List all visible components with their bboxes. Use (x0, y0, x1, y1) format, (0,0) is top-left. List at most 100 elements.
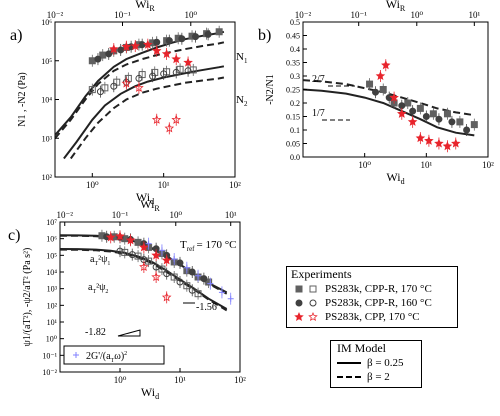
n2-label: N2 (236, 94, 248, 108)
x-tick-label: 10² (234, 375, 246, 385)
n1-label: N1 (236, 51, 248, 65)
data-point (184, 67, 192, 75)
square-marker-icon (295, 285, 317, 293)
y-tick-label: 0.15 (286, 113, 300, 122)
slope-1-label: -1.56 (196, 302, 217, 313)
data-point (189, 66, 197, 74)
data-point (152, 263, 160, 271)
x2-tick-label: 10⁻² (57, 210, 74, 220)
data-point (161, 255, 172, 265)
legend-marker-open (308, 312, 318, 322)
x2-tick-label: 10¹ (225, 210, 237, 220)
x2-tick-label: 10⁰ (184, 10, 197, 20)
slope-2-label: -1.82 (85, 327, 106, 338)
plot-area (55, 25, 225, 160)
x-axis-label-sub: d (155, 392, 159, 401)
x2-tick-label: 10⁻¹ (114, 10, 131, 20)
model-curve (55, 41, 225, 139)
legend-marker-open (309, 299, 317, 307)
data-point (109, 44, 119, 54)
data-point (130, 40, 141, 51)
x-tick-label: 10² (482, 160, 494, 170)
data-point (397, 108, 407, 118)
data-point (149, 72, 157, 80)
data-point (204, 30, 212, 38)
x-tick-label: 10⁰ (114, 375, 127, 385)
experiments-legend-label: PS283k, CPP-R, 160 °C (325, 297, 432, 309)
psi2-label: aT²ψ2 (88, 282, 108, 295)
data-point (188, 268, 196, 276)
plot-frame (59, 221, 241, 373)
data-point (151, 68, 159, 76)
slope-2-mark (117, 329, 141, 337)
data-point (164, 123, 175, 133)
data-point (416, 104, 424, 112)
data-point (88, 57, 96, 65)
model-legend: IM Model β = 0.25 β = 2 (330, 340, 422, 388)
y-axis-label: -N2/N1 (265, 74, 276, 105)
data-point (151, 45, 162, 55)
data-point (178, 35, 186, 43)
experiments-legend-label: PS283k, CPP, 170 °C (325, 311, 420, 323)
x2-axis-label: WiR (135, 0, 155, 13)
x-tick-label: 10¹ (420, 160, 432, 170)
x2-axis-label: WiR (140, 197, 160, 213)
x2-axis-label-sub: R (400, 4, 406, 13)
y-tick-label: 10³ (47, 285, 58, 294)
y-tick-label: 10¹ (47, 318, 58, 327)
model-legend-label: β = 2 (367, 371, 390, 383)
x-tick-label: 10² (229, 180, 241, 190)
y-tick-label: 0.5 (290, 18, 300, 27)
data-point (151, 250, 161, 260)
data-point (443, 110, 451, 118)
data-point (163, 270, 171, 278)
data-point (161, 48, 172, 59)
y-tick-label: 0.4 (290, 45, 300, 54)
x-axis-label: Wid (141, 385, 159, 401)
x2-tick-label: 10⁻² (47, 10, 64, 20)
x-axis-label: Wid (386, 170, 404, 186)
data-point (227, 295, 234, 302)
data-point (145, 257, 153, 265)
data-point (145, 240, 152, 247)
data-point (135, 74, 143, 82)
x-tick-label: 10¹ (158, 180, 170, 190)
x-axis-label: Wid (136, 190, 154, 206)
data-point (158, 265, 166, 273)
data-point (94, 55, 102, 63)
y-tick-label: 10⁶ (41, 18, 52, 27)
data-point (188, 286, 196, 294)
data-point (170, 273, 178, 281)
star-marker-icon (294, 312, 318, 322)
legend-marker-filled (295, 299, 303, 307)
y-tick-label: 0.25 (286, 86, 300, 95)
y-tick-label: 10² (47, 301, 58, 310)
panel-c: c) 10⁰ 10¹ 10² 10⁻² 10⁻¹ 10⁰ 10¹ 10⁻² 10⁻¹ 10⁰ 10¹… (8, 197, 246, 401)
data-point (138, 41, 146, 49)
data-point (88, 86, 96, 94)
data-point (110, 82, 118, 90)
ratio-1-7-label: 1/7 (312, 108, 325, 119)
dashed-line-icon (337, 376, 361, 378)
gprime-legend-label: 2G'/(aTω)2 (86, 351, 127, 364)
y-tick-label: 0.45 (286, 32, 300, 41)
data-point (218, 289, 225, 296)
y-tick-label: 0.1 (290, 126, 300, 135)
model-legend-entry: β = 2 (335, 370, 390, 384)
data-point (398, 102, 406, 110)
data-point (379, 86, 387, 93)
data-point (207, 280, 214, 287)
panel-a: a) 10⁰ 10¹ 10² 10⁻² 10⁻¹ 10⁰ 10² 10³ 10⁴ 10⁵ 10⁶ Wi… (10, 0, 241, 206)
data-point (389, 92, 399, 102)
data-point (366, 80, 374, 88)
data-point (121, 78, 132, 88)
psi1-label: aT²ψ1 (90, 254, 110, 267)
data-point (139, 242, 149, 252)
y-tick-label: 10⁷ (46, 218, 57, 227)
data-point (153, 38, 161, 46)
data-point (172, 68, 180, 76)
ratio-2-7-label: 2/7 (312, 74, 325, 85)
x-axis-label-sub: d (401, 177, 405, 186)
data-point (176, 278, 184, 286)
data-point (96, 88, 104, 96)
